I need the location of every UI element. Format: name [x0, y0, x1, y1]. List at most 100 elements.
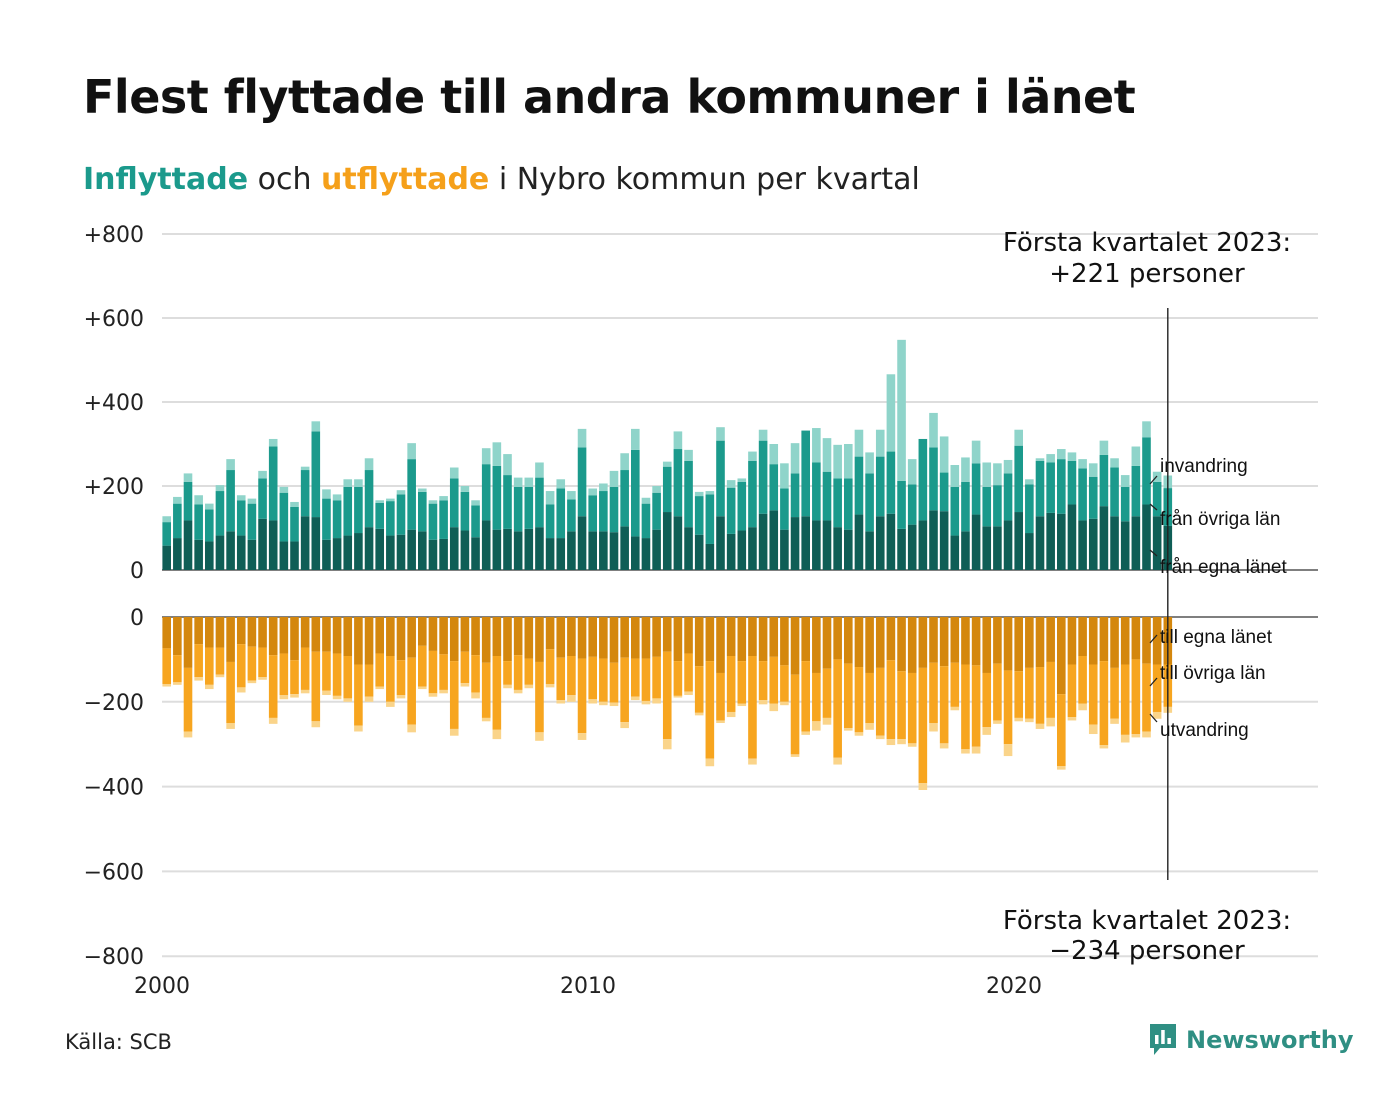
outflow-bar-segment [418, 686, 427, 690]
outflow-bar-segment [258, 617, 267, 648]
inflow-bar-segment [481, 520, 491, 570]
newsworthy-chart-icon [1150, 1024, 1176, 1055]
outflow-bar-segment [620, 657, 629, 723]
inflow-bar-segment [822, 471, 832, 521]
outflow-bar-segment [386, 656, 395, 702]
inflow-bar-segment [758, 429, 768, 441]
outflow-bar-segment [790, 617, 800, 675]
inflow-bar-segment [535, 462, 544, 478]
inflow-bar-segment [205, 509, 214, 542]
outflow-bar-segment [311, 721, 321, 728]
newsworthy-logo[interactable]: Newsworthy [1148, 1022, 1354, 1058]
inflow-bar-segment [993, 526, 1002, 570]
inflow-bar-segment [854, 429, 864, 457]
outflow-bar-segment [173, 617, 182, 656]
inflow-bar-segment [737, 478, 747, 482]
outflow-bar-segment [982, 617, 992, 673]
inflow-bar-segment [428, 539, 438, 570]
outflow-bar-segment [694, 712, 704, 716]
outflow-bar-segment [1014, 671, 1023, 718]
outflow-bar-segment [758, 617, 768, 662]
inflow-bar-segment [332, 500, 342, 539]
outflow-bar-segment [1057, 766, 1066, 770]
outflow-bar-segment [886, 660, 896, 740]
outflow-bar-segment [1088, 724, 1098, 735]
inflow-series-label: från övriga län [1160, 509, 1280, 530]
inflow-bar-segment [545, 504, 555, 539]
outflow-series-label: utvandring [1160, 720, 1249, 741]
outflow-bar-segment [247, 617, 257, 647]
inflow-bar-segment [1014, 429, 1023, 446]
outflow-bar-segment [449, 617, 459, 662]
inflow-bar-segment [567, 531, 576, 570]
inflow-bar-segment [918, 438, 928, 521]
outflow-bar-segment [364, 664, 374, 697]
inflow-bar-segment [183, 520, 193, 570]
outflow-bar-segment [971, 617, 981, 666]
inflow-bar-segment [854, 514, 864, 570]
inflow-bar-segment [1088, 476, 1098, 519]
inflow-bar-segment [503, 475, 512, 529]
inflow-bar-segment [205, 503, 214, 510]
outflow-bar-segment [481, 717, 491, 722]
inflow-bar-segment [460, 491, 470, 531]
inflow-bar-segment [609, 486, 619, 533]
inflow-bar-segment [1131, 465, 1141, 517]
outflow-bar-segment [1067, 664, 1077, 718]
outflow-bar-segment [290, 660, 299, 695]
outflow-bar-segment [631, 658, 640, 697]
outflow-bar-segment [503, 661, 512, 685]
logo-text: Newsworthy [1186, 1026, 1354, 1054]
inflow-bar-segment [748, 460, 757, 528]
inflow-bar-segment [844, 529, 853, 570]
inflow-bar-segment [556, 479, 566, 489]
outflow-bar-segment [290, 694, 299, 698]
outflow-bar-segment [300, 617, 310, 648]
inflow-bar-segment [1003, 473, 1013, 521]
grid-lines [162, 233, 1318, 958]
outflow-bar-segment [173, 655, 182, 683]
outflow-bar-segment [396, 617, 406, 661]
outflow-bar-segment [1088, 617, 1098, 665]
inflow-bar-segment [599, 491, 608, 532]
outflow-bar-segment [588, 617, 597, 657]
inflow-bar-segment [662, 466, 672, 513]
outflow-bar-segment [215, 674, 225, 678]
outflow-bar-segment [1078, 617, 1087, 657]
inflow-bar-segment [875, 456, 885, 517]
inflow-bar-segment [982, 462, 992, 487]
inflow-bar-segment [1035, 516, 1045, 570]
outflow-bar-segment [492, 656, 502, 730]
outflow-bar-segment [247, 680, 257, 684]
outflow-bar-segment [1014, 717, 1023, 722]
outflow-bar-segment [268, 617, 278, 656]
outflow-bar-segment [748, 656, 757, 759]
outflow-bar-segment [471, 617, 480, 656]
inflow-bar-segment [812, 428, 821, 463]
subtitle-rest: i Nybro kommun per kvartal [498, 162, 920, 197]
inflow-bar-segment [407, 529, 416, 570]
outflow-bar-segment [758, 661, 768, 701]
inflow-bar-segment [460, 486, 470, 492]
inflow-bar-segment [705, 494, 715, 544]
outflow-bar-segment [258, 647, 267, 678]
x-tick-label: 2000 [134, 974, 190, 999]
outflow-bar-segment [1046, 717, 1055, 727]
inflow-bar-segment [588, 531, 597, 570]
inflow-bar-segment [971, 440, 981, 464]
outflow-bar-segment [971, 665, 981, 747]
outflow-bar-segment [780, 665, 789, 702]
outflow-bar-segment [758, 700, 768, 705]
outflow-bar-segment [183, 667, 193, 732]
inflow-bar-segment [1046, 512, 1055, 570]
outflow-bar-segment [343, 698, 353, 702]
inflow-bar-segment [311, 421, 321, 432]
outflow-bar-segment [929, 662, 938, 723]
outflow-bar-segment [567, 617, 576, 657]
axes: 0 +200 +400 +600 +800 0 −200 −400 −600 −800 2000 20… [84, 223, 1169, 999]
outflow-bar-segment [524, 658, 534, 685]
outflow-bar-segment [726, 656, 736, 712]
inflow-bar-segment [290, 541, 299, 570]
outflow-bar-segment [609, 702, 619, 707]
inflow-bar-segment [1088, 518, 1098, 570]
